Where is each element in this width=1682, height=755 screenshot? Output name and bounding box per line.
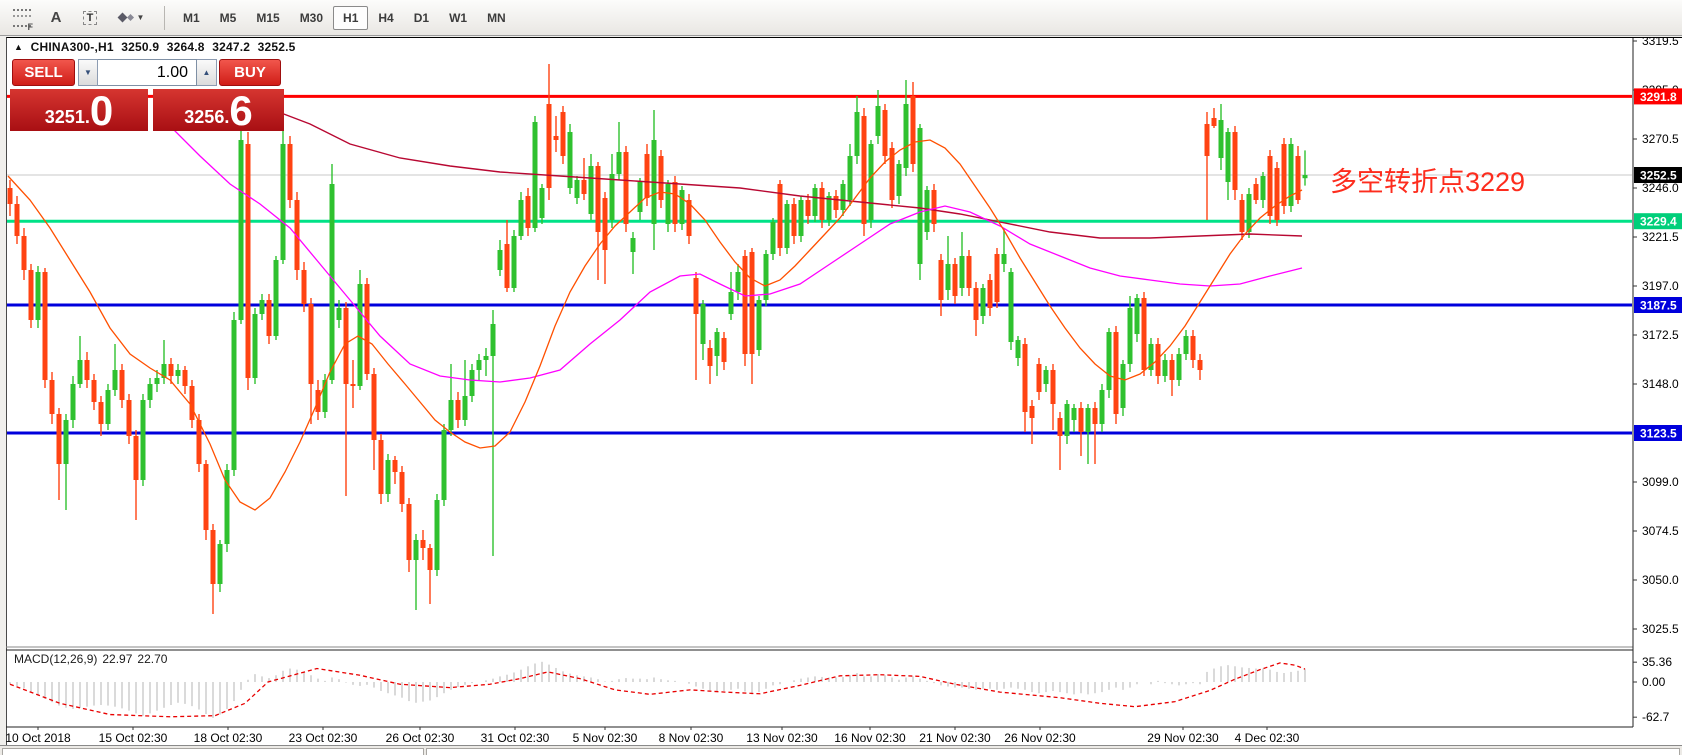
macd-name: MACD(12,26,9)	[14, 652, 98, 666]
bottom-pane-left	[2, 748, 424, 755]
timeframe-button-mn[interactable]: MN	[487, 10, 506, 25]
ohlc-high: 3264.8	[166, 40, 205, 54]
one-click-trade-panel: SELL ▼ ▲ BUY 3251.0 3256.6	[10, 57, 284, 134]
sell-button[interactable]: SELL	[12, 59, 75, 86]
ohlc-open: 3250.9	[121, 40, 160, 54]
timeframe-button-m5[interactable]: M5	[219, 10, 237, 25]
ohlc-low: 3247.2	[212, 40, 251, 54]
svg-text:18 Oct 02:30: 18 Oct 02:30	[194, 731, 263, 745]
svg-text:23 Oct 02:30: 23 Oct 02:30	[289, 731, 358, 745]
svg-text:26 Oct 02:30: 26 Oct 02:30	[386, 731, 455, 745]
diamond-glyph-small	[126, 13, 134, 22]
timeframe-button-h4[interactable]: H4	[378, 10, 394, 25]
fibonacci-icon[interactable]: F	[6, 4, 38, 32]
sell-price-big-digit: 0	[89, 87, 114, 134]
buy-price-big-digit: 6	[229, 87, 253, 134]
svg-text:3172.5: 3172.5	[1642, 328, 1679, 342]
svg-text:3099.0: 3099.0	[1642, 475, 1679, 489]
volume-input[interactable]	[98, 59, 197, 86]
svg-text:35.36: 35.36	[1642, 655, 1672, 669]
volume-increase-button[interactable]: ▲	[197, 59, 217, 86]
svg-text:15 Oct 02:30: 15 Oct 02:30	[99, 731, 168, 745]
price-chart[interactable]: 3319.53295.03270.53246.03221.53197.03172…	[6, 38, 1682, 755]
svg-text:21 Nov 02:30: 21 Nov 02:30	[919, 731, 991, 745]
svg-text:3221.5: 3221.5	[1642, 230, 1679, 244]
svg-text:3270.5: 3270.5	[1642, 132, 1679, 146]
text-label-icon[interactable]: A	[50, 9, 62, 26]
volume-decrease-button[interactable]: ▼	[78, 59, 98, 86]
diamond-glyph	[117, 12, 127, 23]
arrows-shapes-icon[interactable]: ▼	[108, 4, 154, 32]
sell-price-main: 3251	[44, 107, 85, 127]
svg-text:16 Nov 02:30: 16 Nov 02:30	[834, 731, 906, 745]
sell-price-box[interactable]: 3251. 0	[10, 87, 148, 134]
svg-text:3291.8: 3291.8	[1640, 90, 1677, 104]
symbol-collapse-icon[interactable]: ▲	[14, 42, 24, 52]
svg-text:3074.5: 3074.5	[1642, 524, 1679, 538]
toolbar-divider	[164, 5, 165, 30]
macd-indicator-label: MACD(12,26,9) 22.97 22.70	[14, 652, 172, 666]
buy-button[interactable]: BUY	[219, 59, 281, 86]
macd-value-main: 22.97	[102, 652, 133, 666]
svg-text:3050.0: 3050.0	[1642, 573, 1679, 587]
svg-text:3319.5: 3319.5	[1642, 38, 1679, 48]
svg-text:3025.5: 3025.5	[1642, 622, 1679, 636]
svg-text:5 Nov 02:30: 5 Nov 02:30	[573, 731, 638, 745]
timeframe-button-m15[interactable]: M15	[256, 10, 280, 25]
buy-price-dot: .	[224, 107, 230, 127]
timeframe-button-m1[interactable]: M1	[183, 10, 200, 25]
text-box-icon[interactable]: T	[74, 4, 106, 32]
timeframe-button-h1[interactable]: H1	[333, 5, 369, 30]
svg-text:26 Nov 02:30: 26 Nov 02:30	[1004, 731, 1076, 745]
svg-text:10 Oct 2018: 10 Oct 2018	[6, 731, 71, 745]
svg-text:3246.0: 3246.0	[1642, 181, 1679, 195]
svg-text:3123.5: 3123.5	[1640, 427, 1677, 441]
svg-text:8 Nov 02:30: 8 Nov 02:30	[659, 731, 724, 745]
svg-text:-62.7: -62.7	[1642, 710, 1670, 724]
svg-text:31 Oct 02:30: 31 Oct 02:30	[481, 731, 550, 745]
ohlc-close: 3252.5	[257, 40, 296, 54]
chevron-down-icon: ▼	[136, 13, 145, 22]
svg-text:3197.0: 3197.0	[1642, 279, 1679, 293]
svg-text:3229.4: 3229.4	[1640, 215, 1677, 229]
chart-annotation-text: 多空转折点3229	[1330, 167, 1526, 197]
buy-price-main: 3256	[184, 107, 225, 127]
timeframe-button-w1[interactable]: W1	[449, 10, 468, 25]
timeframe-button-m30[interactable]: M30	[299, 10, 324, 25]
svg-text:3148.0: 3148.0	[1642, 377, 1679, 391]
symbol-period: CHINA300-,H1	[30, 40, 114, 54]
svg-text:3252.5: 3252.5	[1640, 169, 1677, 183]
buy-price-box[interactable]: 3256. 6	[153, 87, 284, 134]
bottom-pane-right	[426, 748, 1680, 755]
timeframe-button-d1[interactable]: D1	[413, 10, 430, 25]
toolbar: F A T ▼ M1 M5 M15 M30 H1 H4 D1 W1 MN	[0, 0, 1682, 36]
svg-text:29 Nov 02:30: 29 Nov 02:30	[1147, 731, 1219, 745]
svg-text:0.00: 0.00	[1642, 675, 1666, 689]
symbol-header: ▲ CHINA300-,H1 3250.9 3264.8 3247.2 3252…	[14, 40, 300, 54]
svg-text:4 Dec 02:30: 4 Dec 02:30	[1235, 731, 1300, 745]
bottom-panel-edge	[0, 745, 1682, 755]
svg-text:13 Nov 02:30: 13 Nov 02:30	[746, 731, 818, 745]
sell-price-dot: .	[84, 107, 90, 127]
timeframe-buttons: M1 M5 M15 M30 H1 H4 D1 W1 MN	[173, 5, 516, 30]
macd-value-signal: 22.70	[137, 652, 168, 666]
svg-text:3187.5: 3187.5	[1640, 299, 1677, 313]
